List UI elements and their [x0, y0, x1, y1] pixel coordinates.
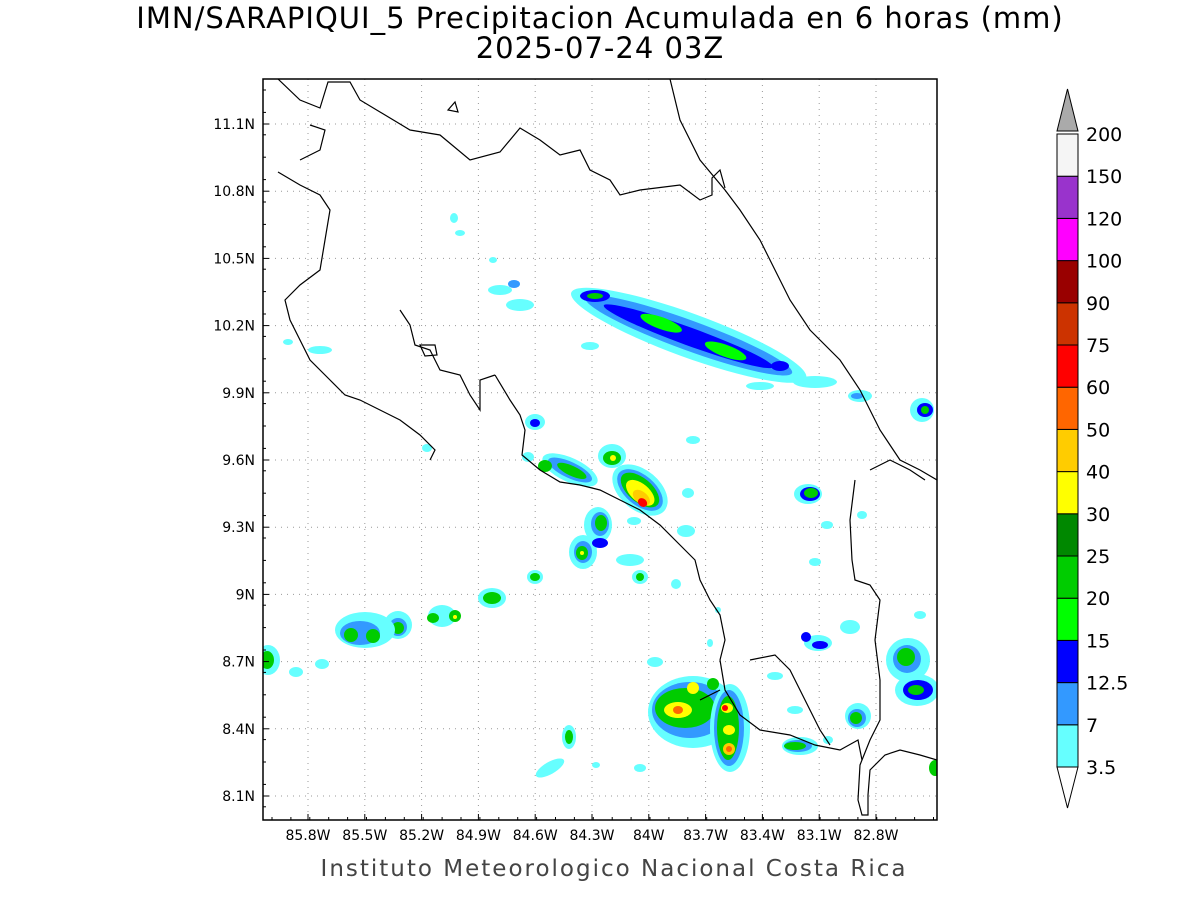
colorbar-segment [1056, 133, 1079, 177]
colorbar-label: 100 [1086, 251, 1122, 273]
lon-tick-label: 85.5W [342, 828, 387, 844]
lon-tick-label: 85.2W [399, 828, 444, 844]
lon-tick-label: 83.1W [797, 828, 842, 844]
lat-tick-label: 10.2N [213, 319, 255, 335]
lat-tick-label: 8.1N [222, 789, 255, 805]
colorbar-segment [1056, 513, 1079, 557]
colorbar-segment [1056, 302, 1079, 346]
coastlines-borders [277, 79, 937, 816]
colorbar-segment [1056, 175, 1079, 219]
colorbar-segment [1056, 724, 1079, 768]
colorbar-segment [1056, 471, 1079, 515]
lon-tick-label: 84.3W [569, 828, 614, 844]
graticule-grid [263, 79, 937, 820]
colorbar-label: 15 [1086, 630, 1110, 652]
lon-tick-label: 84.6W [513, 828, 558, 844]
lon-tick-label: 84W [633, 828, 665, 844]
lat-tick-label: 9.9N [222, 386, 255, 402]
colorbar-segment [1056, 597, 1079, 641]
colorbar-segment [1056, 386, 1079, 430]
chart-subtitle-datetime: 2025-07-24 03Z [475, 31, 725, 65]
colorbar-label: 12.5 [1086, 673, 1128, 695]
lat-tick-label: 9.6N [222, 453, 255, 469]
colorbar-label: 50 [1086, 419, 1110, 441]
colorbar-label: 25 [1086, 546, 1110, 568]
colorbar-segment [1056, 639, 1079, 684]
lon-tick-label: 82.8W [853, 828, 898, 844]
colorbar-label: 150 [1086, 166, 1122, 188]
lat-tick-label: 9.3N [222, 520, 255, 536]
colorbar-label: 7 [1086, 715, 1098, 737]
colorbar-lower-arrow [1056, 766, 1079, 809]
colorbar-segment [1056, 260, 1079, 304]
plot-frame [262, 78, 938, 821]
colorbar-segment [1056, 555, 1079, 599]
colorbar-label: 120 [1086, 208, 1122, 230]
colorbar-label: 3.5 [1086, 757, 1116, 779]
lon-tick-label: 83.7W [683, 828, 728, 844]
lon-tick-label: 85.8W [285, 828, 330, 844]
colorbar-segment [1056, 428, 1079, 473]
colorbar-legend: 3.5 7 12.5 15 20 25 30 40 50 60 75 90 100 120 150 200 [1056, 88, 1128, 809]
axis-ticks: 85.8W 85.5W 85.2W 84.9W 84.6W 84.3W 84W 83.7W 83… [213, 89, 934, 844]
colorbar-label: 30 [1086, 504, 1110, 526]
colorbar-segment [1056, 682, 1079, 726]
colorbar-label: 90 [1086, 293, 1110, 315]
lat-tick-label: 11.1N [213, 117, 255, 133]
lon-tick-label: 84.9W [456, 828, 501, 844]
lat-tick-label: 9N [236, 587, 255, 603]
footer-credit: Instituto Meteorologico Nacional Costa R… [320, 856, 908, 882]
colorbar-upper-arrow [1056, 88, 1079, 132]
lon-tick-label: 83.4W [740, 828, 785, 844]
lat-tick-label: 10.5N [213, 251, 255, 267]
colorbar-label: 200 [1086, 124, 1122, 146]
colorbar-label: 60 [1086, 377, 1110, 399]
lat-tick-label: 8.7N [222, 655, 255, 671]
colorbar-segment [1056, 217, 1079, 262]
colorbar-label: 20 [1086, 588, 1110, 610]
colorbar-label: 75 [1086, 335, 1110, 357]
colorbar-segment [1056, 344, 1079, 388]
lat-tick-label: 8.4N [222, 722, 255, 738]
colorbar-label: 40 [1086, 462, 1110, 484]
lat-tick-label: 10.8N [213, 184, 255, 200]
chart-title: IMN/SARAPIQUI_5 Precipitacion Acumulada … [136, 1, 1064, 35]
precipitation-field [263, 213, 937, 778]
